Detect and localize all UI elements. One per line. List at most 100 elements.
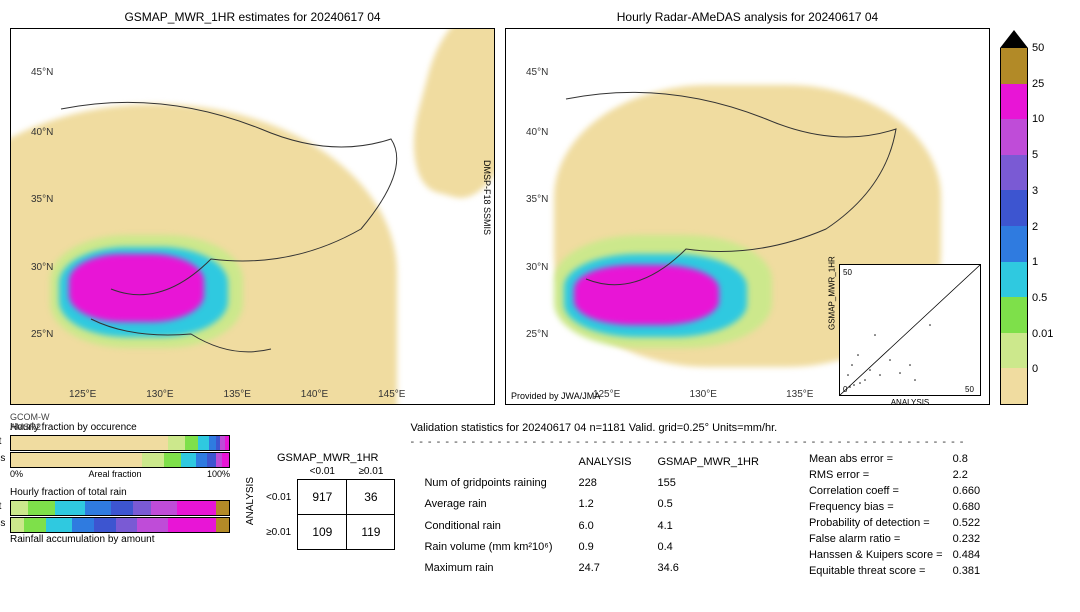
- lon-130: 130°E: [146, 389, 173, 400]
- bar-seg: [116, 518, 138, 532]
- coastline-svg: [11, 29, 494, 404]
- map-right-box: 45°N 40°N 35°N 30°N 25°N 125°E 130°E 135…: [505, 28, 990, 405]
- stat-row: Average rain1.20.5: [412, 494, 770, 513]
- lon-135: 135°E: [224, 389, 251, 400]
- bar-seg: [151, 501, 177, 515]
- rlon-135: 135°E: [786, 389, 813, 400]
- rlat-35: 35°N: [526, 194, 548, 205]
- colorbar-seg: [1000, 297, 1028, 333]
- lon-125: 125°E: [69, 389, 96, 400]
- colorbar-arrow: [1000, 30, 1028, 48]
- stats-block: Validation statistics for 20240617 04 n=…: [410, 422, 1070, 580]
- stat-row: RMS error =2.2: [805, 468, 984, 482]
- bar-seg: [216, 518, 229, 532]
- obs-label2: Obs: [0, 518, 5, 529]
- bar-seg: [222, 453, 229, 467]
- map-left-box: 45°N 40°N 35°N 30°N 25°N 125°E 130°E 135…: [10, 28, 495, 405]
- contingency-table: <0.01 ≥0.01 <0.01 917 36 ≥0.01 109 119: [260, 464, 395, 550]
- colorbar: 50251053210.50.010: [1000, 30, 1028, 405]
- colorbar-seg: [1000, 190, 1028, 226]
- total-title: Hourly fraction of total rain: [10, 487, 230, 498]
- bar-seg: [142, 453, 164, 467]
- obs-label: Obs: [0, 453, 5, 464]
- svg-text:0: 0: [843, 385, 848, 394]
- map-left-title: GSMAP_MWR_1HR estimates for 20240617 04: [10, 10, 495, 24]
- ct-00: 917: [298, 480, 347, 515]
- stats-header: Validation statistics for 20240617 04 n=…: [410, 422, 1070, 434]
- ct-col-lt: <0.01: [298, 464, 347, 480]
- colorbar-seg: [1000, 333, 1028, 369]
- colorbar-seg: [1000, 262, 1028, 298]
- colorbar-label: 10: [1032, 113, 1044, 125]
- bar-seg: [46, 518, 72, 532]
- ct-row-lt: <0.01: [260, 480, 298, 515]
- colorbar-label: 3: [1032, 185, 1038, 197]
- colorbar-label: 0: [1032, 363, 1038, 375]
- maps-row: GSMAP_MWR_1HR estimates for 20240617 04 …: [10, 10, 1070, 410]
- stat-row: Num of gridpoints raining228155: [412, 473, 770, 492]
- occ-obs-bar: Obs: [10, 452, 230, 468]
- fraction-bars-block: Hourly fraction by occurence Est Obs 0%A…: [10, 422, 230, 580]
- colorbar-seg: [1000, 368, 1028, 404]
- ct-10: 109: [298, 515, 347, 550]
- est-label: Est: [0, 436, 1, 447]
- stat-row: Conditional rain6.04.1: [412, 516, 770, 535]
- rlat-45: 45°N: [526, 67, 548, 78]
- inset-scatter: 50 0 50 ANALYSIS GSMAP_MWR_1HR: [839, 264, 981, 396]
- bottom-row: Hourly fraction by occurence Est Obs 0%A…: [10, 422, 1070, 580]
- bar-seg: [181, 453, 196, 467]
- tot-obs-bar: Obs: [10, 517, 230, 533]
- lat-45: 45°N: [31, 67, 53, 78]
- rlat-30: 30°N: [526, 262, 548, 273]
- sensor-bottom-label: GCOM-W AMSR2: [10, 412, 50, 432]
- bar-seg: [168, 436, 185, 450]
- lat-30: 30°N: [31, 262, 53, 273]
- colorbar-label: 1: [1032, 256, 1038, 268]
- occ-est-bar: Est: [10, 435, 230, 451]
- svg-text:50: 50: [965, 385, 974, 394]
- stat-row: Rain volume (mm km²10⁶)0.90.4: [412, 537, 770, 556]
- map-right-title: Hourly Radar-AMeDAS analysis for 2024061…: [505, 10, 990, 24]
- inset-xlabel: ANALYSIS: [840, 398, 980, 405]
- map-left-panel: GSMAP_MWR_1HR estimates for 20240617 04 …: [10, 10, 495, 410]
- lat-40: 40°N: [31, 127, 53, 138]
- bar-seg: [11, 518, 24, 532]
- bar-seg: [196, 453, 207, 467]
- colorbar-label: 2: [1032, 221, 1038, 233]
- bar-seg: [28, 501, 54, 515]
- stat-row: Maximum rain24.734.6: [412, 559, 770, 578]
- ct-col-ge: ≥0.01: [347, 464, 395, 480]
- ct-01: 36: [347, 480, 395, 515]
- bar-seg: [177, 501, 216, 515]
- bar-seg: [164, 453, 181, 467]
- colorbar-seg: [1000, 226, 1028, 262]
- bar-seg: [11, 453, 142, 467]
- bar-seg: [85, 501, 111, 515]
- bar-seg: [11, 436, 168, 450]
- colorbar-seg: [1000, 48, 1028, 84]
- colorbar-seg: [1000, 119, 1028, 155]
- provided-label: Provided by JWA/JMA: [511, 391, 600, 401]
- stats-right-table: Mean abs error =0.8RMS error =2.2Correla…: [803, 450, 986, 580]
- map-right-panel: Hourly Radar-AMeDAS analysis for 2024061…: [505, 10, 990, 410]
- ct-11: 119: [347, 515, 395, 550]
- ct-row-ge: ≥0.01: [260, 515, 298, 550]
- contingency-col-header: GSMAP_MWR_1HR: [260, 452, 395, 464]
- bar-seg: [94, 518, 116, 532]
- stat-row: Hanssen & Kuipers score =0.484: [805, 548, 984, 562]
- bar-seg: [168, 518, 216, 532]
- bar-seg: [133, 501, 150, 515]
- colorbar-container: 50251053210.50.010: [1000, 10, 1070, 410]
- lat-25: 25°N: [31, 329, 53, 340]
- rlat-25: 25°N: [526, 329, 548, 340]
- colorbar-label: 50: [1032, 42, 1044, 54]
- lat-35: 35°N: [31, 194, 53, 205]
- col-analysis: ANALYSIS: [566, 452, 643, 471]
- total-bars: Hourly fraction of total rain Est Obs Ra…: [10, 487, 230, 545]
- bar-seg: [111, 501, 133, 515]
- stats-left-table: ANALYSISGSMAP_MWR_1HR Num of gridpoints …: [410, 450, 772, 580]
- bar-seg: [225, 436, 229, 450]
- accum-title: Rainfall accumulation by amount: [10, 534, 230, 545]
- bar-seg: [72, 518, 94, 532]
- bar-seg: [11, 501, 28, 515]
